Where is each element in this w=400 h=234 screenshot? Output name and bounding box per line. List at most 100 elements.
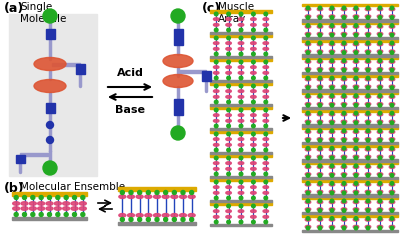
Circle shape (239, 12, 243, 16)
Circle shape (252, 124, 255, 128)
Circle shape (342, 182, 346, 185)
Ellipse shape (226, 143, 231, 146)
Circle shape (342, 59, 346, 62)
Ellipse shape (71, 202, 78, 205)
Circle shape (48, 195, 52, 200)
Ellipse shape (226, 95, 231, 98)
Ellipse shape (389, 26, 395, 28)
Ellipse shape (341, 148, 347, 151)
Ellipse shape (365, 190, 371, 193)
Ellipse shape (128, 195, 134, 198)
Circle shape (306, 199, 310, 203)
Ellipse shape (353, 148, 359, 151)
Circle shape (227, 132, 230, 136)
Circle shape (354, 6, 358, 10)
Ellipse shape (305, 148, 311, 151)
Ellipse shape (329, 95, 335, 98)
Circle shape (214, 220, 218, 224)
Ellipse shape (251, 191, 256, 194)
Circle shape (342, 86, 346, 89)
Text: (c): (c) (202, 2, 221, 15)
Ellipse shape (263, 138, 268, 141)
Circle shape (330, 226, 334, 230)
Circle shape (181, 217, 185, 222)
Bar (302, 124, 398, 127)
Circle shape (129, 190, 133, 194)
Circle shape (378, 217, 382, 220)
Circle shape (227, 84, 230, 88)
Ellipse shape (263, 66, 268, 69)
Ellipse shape (389, 201, 395, 204)
Bar (302, 74, 398, 77)
Circle shape (354, 182, 358, 185)
Circle shape (378, 86, 382, 89)
Circle shape (306, 156, 310, 160)
Circle shape (342, 103, 346, 107)
Ellipse shape (180, 195, 186, 198)
Ellipse shape (377, 43, 383, 46)
Ellipse shape (263, 186, 268, 189)
Circle shape (264, 124, 268, 128)
Ellipse shape (251, 210, 256, 212)
Circle shape (366, 156, 370, 160)
Ellipse shape (353, 138, 359, 140)
Bar (76, 64, 84, 74)
Ellipse shape (341, 201, 347, 204)
Ellipse shape (329, 225, 335, 228)
Ellipse shape (377, 60, 383, 63)
Circle shape (264, 180, 268, 184)
Bar (52, 62, 80, 66)
Circle shape (390, 94, 394, 98)
Text: (a): (a) (4, 2, 24, 15)
Circle shape (43, 9, 57, 23)
Circle shape (264, 60, 268, 64)
Circle shape (227, 204, 230, 208)
Ellipse shape (377, 225, 383, 228)
Ellipse shape (389, 33, 395, 35)
Circle shape (354, 217, 358, 220)
Bar (46, 103, 54, 113)
Circle shape (354, 94, 358, 98)
Bar (210, 151, 272, 154)
Circle shape (138, 190, 142, 194)
Circle shape (378, 139, 382, 142)
Text: Molecular Ensemble: Molecular Ensemble (20, 182, 125, 192)
Ellipse shape (341, 26, 347, 28)
Ellipse shape (238, 143, 244, 146)
Ellipse shape (305, 225, 311, 228)
Ellipse shape (353, 60, 359, 63)
Circle shape (366, 174, 370, 177)
Ellipse shape (145, 195, 152, 198)
Circle shape (390, 33, 394, 37)
Circle shape (164, 190, 168, 194)
Circle shape (378, 94, 382, 98)
Circle shape (239, 52, 243, 56)
Ellipse shape (389, 183, 395, 186)
Ellipse shape (377, 78, 383, 81)
Ellipse shape (341, 78, 347, 81)
Ellipse shape (238, 114, 244, 117)
Ellipse shape (180, 214, 186, 217)
Circle shape (214, 156, 218, 160)
Bar (302, 4, 398, 7)
Bar (302, 72, 398, 74)
Circle shape (264, 28, 268, 32)
Circle shape (318, 217, 322, 220)
Circle shape (390, 6, 394, 10)
Ellipse shape (365, 33, 371, 35)
Ellipse shape (305, 8, 311, 11)
Circle shape (227, 36, 230, 40)
Ellipse shape (377, 8, 383, 11)
Ellipse shape (171, 214, 178, 217)
Ellipse shape (188, 195, 195, 198)
Ellipse shape (54, 207, 61, 210)
Circle shape (22, 212, 26, 216)
Circle shape (366, 121, 370, 124)
Circle shape (138, 217, 142, 222)
Bar (118, 187, 196, 190)
Circle shape (306, 103, 310, 107)
Ellipse shape (365, 67, 371, 70)
Ellipse shape (317, 120, 323, 123)
Ellipse shape (377, 85, 383, 88)
Circle shape (330, 199, 334, 203)
